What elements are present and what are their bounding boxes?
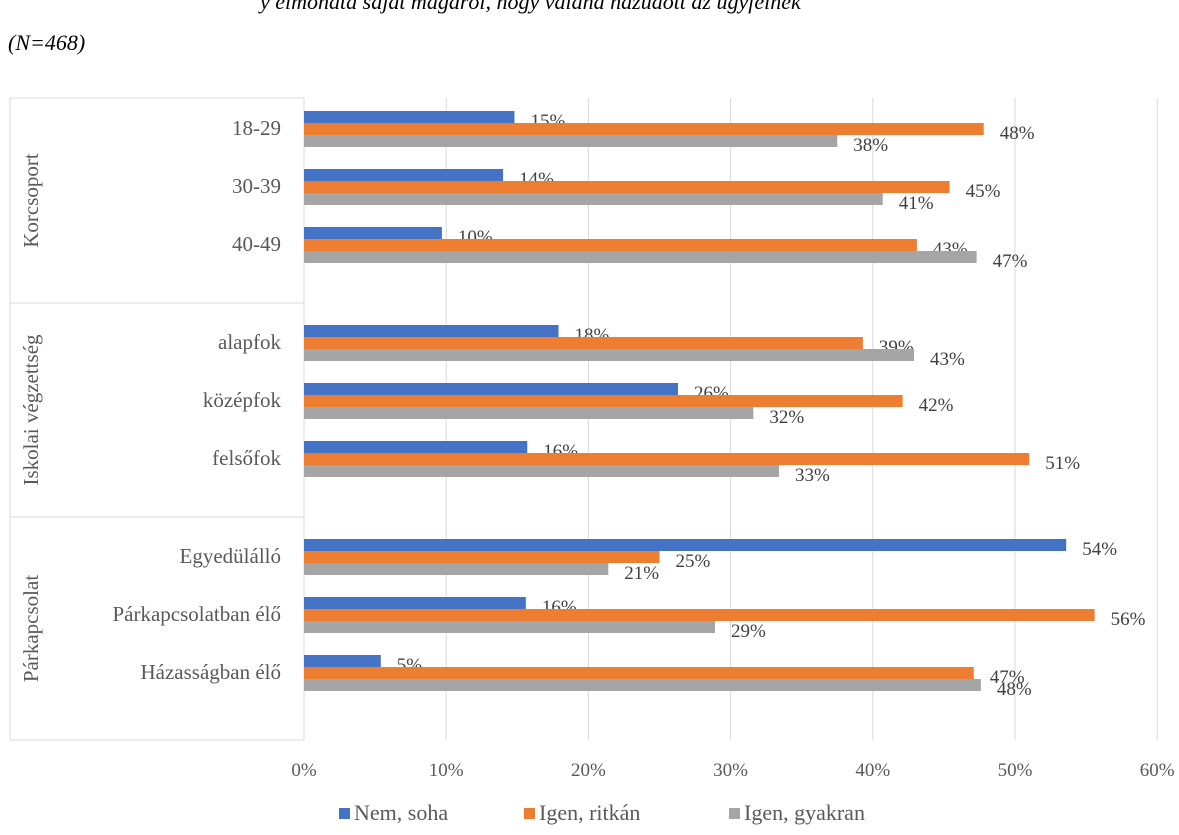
- data-label: 25%: [676, 551, 711, 572]
- bar-igen-gyakran: [304, 135, 838, 147]
- bar-nem-soha: [304, 325, 559, 337]
- data-label: 47%: [993, 251, 1028, 272]
- bar-igen-ritk-n: [304, 181, 950, 193]
- data-label: 48%: [1000, 123, 1035, 144]
- bar-igen-gyakran: [304, 679, 981, 691]
- bar-nem-soha: [304, 227, 442, 239]
- x-tick-label: 50%: [998, 760, 1033, 781]
- bar-nem-soha: [304, 111, 515, 123]
- bar-nem-soha: [304, 655, 381, 667]
- group-label: Párkapcsolat: [19, 575, 43, 682]
- legend-swatch: [339, 808, 350, 819]
- bar-igen-gyakran: [304, 621, 715, 633]
- x-tick-label: 40%: [855, 760, 890, 781]
- legend-label: Igen, ritkán: [539, 800, 640, 825]
- bar-igen-ritk-n: [304, 551, 660, 563]
- group-label: Iskolai végzettség: [19, 334, 43, 486]
- data-label: 45%: [966, 181, 1001, 202]
- bar-igen-ritk-n: [304, 337, 863, 349]
- bar-igen-gyakran: [304, 349, 915, 361]
- x-tick-label: 20%: [571, 760, 606, 781]
- bar-igen-gyakran: [304, 563, 609, 575]
- x-tick-label: 60%: [1140, 760, 1175, 781]
- bar-igen-gyakran: [304, 193, 883, 205]
- bar-igen-ritk-n: [304, 667, 974, 679]
- category-label: 30-39: [232, 174, 281, 198]
- data-label: 54%: [1082, 539, 1117, 560]
- bar-nem-soha: [304, 383, 678, 395]
- category-label: középfok: [203, 388, 282, 412]
- data-label: 41%: [899, 193, 934, 214]
- bar-igen-ritk-n: [304, 453, 1030, 465]
- legend-label: Igen, gyakran: [744, 800, 865, 825]
- group-label: Korcsoport: [19, 153, 43, 248]
- x-tick-label: 30%: [713, 760, 748, 781]
- bar-igen-gyakran: [304, 465, 779, 477]
- data-label: 51%: [1045, 453, 1080, 474]
- category-label: 18-29: [232, 116, 281, 140]
- category-label: alapfok: [218, 330, 281, 354]
- chart-sample-size: (N=468): [8, 30, 86, 55]
- data-label: 21%: [624, 563, 659, 584]
- x-tick-label: 0%: [291, 760, 317, 781]
- bar-igen-ritk-n: [304, 239, 917, 251]
- bar-nem-soha: [304, 539, 1067, 551]
- data-label: 33%: [795, 465, 830, 486]
- data-label: 29%: [731, 621, 766, 642]
- bar-igen-gyakran: [304, 407, 754, 419]
- legend-swatch: [729, 808, 740, 819]
- data-label: 47%: [990, 667, 1025, 688]
- category-label: Egyedülálló: [180, 544, 281, 568]
- data-label: 32%: [769, 407, 804, 428]
- bar-nem-soha: [304, 597, 526, 609]
- data-label: 38%: [853, 135, 888, 156]
- bar-igen-gyakran: [304, 251, 977, 263]
- bar-nem-soha: [304, 169, 504, 181]
- category-label: Házasságban élő: [140, 660, 281, 684]
- data-label: 56%: [1111, 609, 1146, 630]
- category-label: Párkapcsolatban élő: [112, 602, 281, 626]
- x-tick-label: 10%: [429, 760, 464, 781]
- category-label: 40-49: [232, 232, 281, 256]
- data-label: 43%: [930, 349, 965, 370]
- data-label: 48%: [997, 679, 1032, 700]
- chart-title-line: y elmondta saját magáról, hogy valaha ha…: [260, 0, 801, 14]
- bar-nem-soha: [304, 441, 528, 453]
- legend-swatch: [524, 808, 535, 819]
- category-label: felsőfok: [212, 446, 281, 470]
- bar-igen-ritk-n: [304, 395, 903, 407]
- bar-igen-ritk-n: [304, 609, 1095, 621]
- legend-label: Nem, soha: [354, 800, 448, 825]
- data-label: 42%: [919, 395, 954, 416]
- bar-igen-ritk-n: [304, 123, 984, 135]
